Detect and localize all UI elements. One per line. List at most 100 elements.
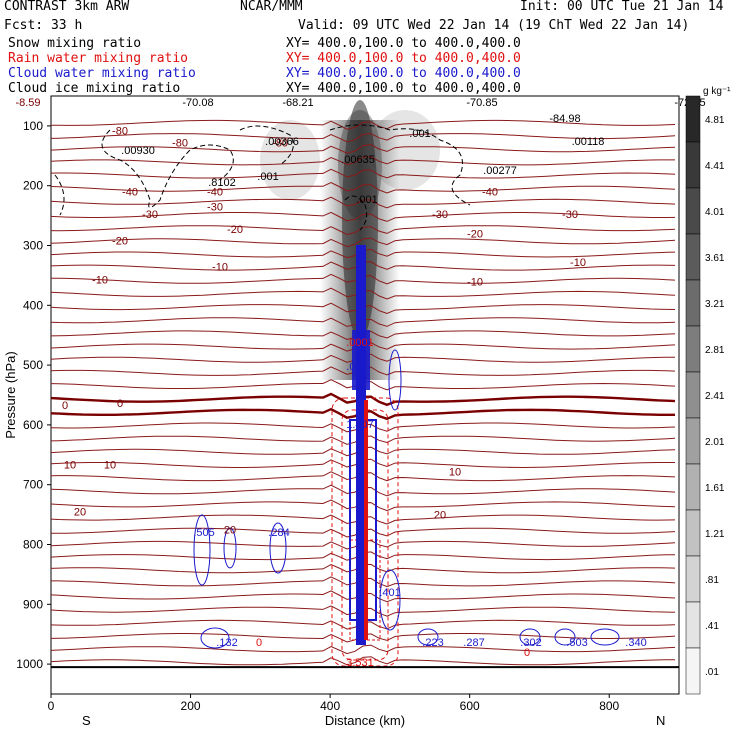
- temperature-contour-line: [51, 181, 676, 194]
- colorbar-tick-label: .81: [705, 575, 719, 586]
- temperature-contour-line: [51, 156, 675, 166]
- contour-annotation: .340: [625, 637, 646, 649]
- contour-annotation: -8.59: [15, 97, 40, 109]
- field-snow-xy: XY= 400.0,100.0 to 400.0,400.0: [286, 36, 521, 51]
- x-tick-label: 200: [181, 699, 201, 713]
- init-time: Init: 00 UTC Tue 21 Jan 14: [520, 0, 724, 14]
- temperature-contour-line: [51, 225, 676, 236]
- x-axis-label: Distance (km): [325, 713, 405, 728]
- forecast-hour: Fcst: 33 h: [4, 18, 83, 33]
- contour-annotation: 0: [524, 647, 530, 659]
- temperature-contour-line: [51, 119, 676, 130]
- temperature-label: -80: [112, 126, 128, 138]
- colorbar-swatch: [685, 141, 701, 189]
- y-axis-label: Pressure (hPa): [3, 351, 18, 438]
- field-snow: Snow mixing ratio: [8, 36, 142, 51]
- contour-annotation: .0001: [346, 337, 374, 349]
- contour-annotation: .00930: [121, 145, 155, 157]
- temperature-label: -40: [482, 187, 498, 199]
- contour-annotation: .284: [268, 527, 289, 539]
- cloud-water-contours: [193, 349, 620, 649]
- colorbar-swatch: [685, 509, 701, 557]
- colorbar-swatch: [685, 555, 701, 603]
- temperature-label: -80: [172, 138, 188, 150]
- plot-frame: [50, 95, 680, 695]
- x-tick-label: 0: [48, 699, 55, 713]
- colorbar-tick-label: 2.01: [705, 437, 725, 448]
- field-rain-xy: XY= 400.0,100.0 to 400.0,400.0: [286, 51, 521, 66]
- colorbar-tick-label: 3.21: [705, 299, 725, 310]
- field-ice: Cloud ice mixing ratio: [8, 81, 181, 96]
- temperature-contour-line: [51, 644, 676, 655]
- temperature-label: -10: [92, 275, 108, 287]
- temperature-contour-line: [51, 144, 676, 154]
- contour-annotation: -68.21: [282, 97, 313, 109]
- contour-annotation: .287: [463, 637, 484, 649]
- colorbar: 4.81 4.41 4.01 3.61 3.21 2.81 2.41 2.01 1.61 1.21…: [685, 95, 725, 695]
- temperature-label: 20: [434, 510, 446, 522]
- x-axis: 0 200 400 600 800: [48, 694, 620, 713]
- south-label: S: [82, 713, 91, 728]
- temperature-label: -30: [142, 209, 158, 221]
- cloud-water-core: [349, 245, 377, 645]
- contour-annotation: .503: [566, 637, 587, 649]
- chart-title: CONTRAST 3km ARW: [4, 0, 130, 14]
- contour-annotation: .001: [356, 194, 377, 206]
- temperature-label: -20: [112, 236, 128, 248]
- temperature-contour-line: [51, 656, 675, 666]
- colorbar-unit: g kg⁻¹: [703, 86, 731, 97]
- temperature-label: -10: [212, 261, 228, 273]
- contour-annotation: .00277: [483, 165, 517, 177]
- colorbar-swatch: [685, 601, 701, 649]
- colorbar-swatch: [685, 233, 701, 281]
- temperature-label: 20: [224, 525, 236, 537]
- temperature-label: -30: [207, 202, 223, 214]
- contour-annotation: .00635: [341, 154, 375, 166]
- y-tick-label: 800: [23, 538, 43, 552]
- colorbar-swatch: [685, 279, 701, 327]
- colorbar-tick-label: .01: [705, 667, 719, 678]
- colorbar-tick-label: 4.81: [705, 115, 725, 126]
- colorbar-swatch: [685, 417, 701, 465]
- contour-annotations: -80 -80 -80 -40 -40 -40 -30 -30 -30 -30 -20 -20 -20 -…: [15, 97, 705, 669]
- temperature-label: -20: [467, 229, 483, 241]
- contour-annotation: .8102: [208, 177, 236, 189]
- temperature-label: 10: [104, 459, 116, 471]
- temperature-label: 0: [62, 400, 68, 412]
- colorbar-tick-label: 1.61: [705, 483, 725, 494]
- cloud-ice-contours: [54, 124, 471, 231]
- valid-time: Valid: 09 UTC Wed 22 Jan 14 (19 ChT Wed …: [298, 18, 690, 33]
- colorbar-tick-label: 4.01: [705, 207, 725, 218]
- colorbar-swatch: [685, 463, 701, 511]
- temperature-label: 10: [449, 467, 461, 479]
- contour-annotation: 1.407: [346, 419, 374, 431]
- temperature-label: -10: [467, 276, 483, 288]
- field-ice-xy: XY= 400.0,100.0 to 400.0,400.0: [286, 81, 521, 96]
- temperature-label: 0: [117, 398, 123, 410]
- colorbar-tick-label: 1.21: [705, 529, 725, 540]
- colorbar-swatch: [685, 95, 701, 143]
- temperature-label: -30: [432, 209, 448, 221]
- colorbar-swatch: [685, 187, 701, 235]
- temperature-contour-line: [51, 237, 676, 248]
- temperature-label: -30: [562, 209, 578, 221]
- contour-annotation: -70.85: [466, 97, 497, 109]
- colorbar-tick-label: 4.41: [705, 161, 725, 172]
- field-rain: Rain water mixing ratio: [8, 51, 189, 66]
- field-cloudwater-xy: XY= 400.0,100.0 to 400.0,400.0: [286, 66, 521, 81]
- colorbar-tick-label: 2.41: [705, 391, 725, 402]
- contour-annotation: -70.08: [182, 97, 213, 109]
- contour-annotation: .223: [422, 637, 443, 649]
- y-tick-label: 200: [23, 179, 43, 193]
- x-tick-label: 600: [460, 699, 480, 713]
- contour-annotation: .302: [520, 637, 541, 649]
- contour-annotation: .001: [346, 361, 367, 373]
- field-cloudwater: Cloud water mixing ratio: [8, 66, 196, 81]
- colorbar-tick-label: .41: [705, 621, 719, 632]
- contour-annotation: .00118: [572, 136, 605, 148]
- north-label: N: [656, 713, 665, 728]
- contour-annotation: .132: [216, 637, 237, 649]
- temperature-label: 10: [64, 459, 76, 471]
- y-tick-label: 700: [23, 478, 43, 492]
